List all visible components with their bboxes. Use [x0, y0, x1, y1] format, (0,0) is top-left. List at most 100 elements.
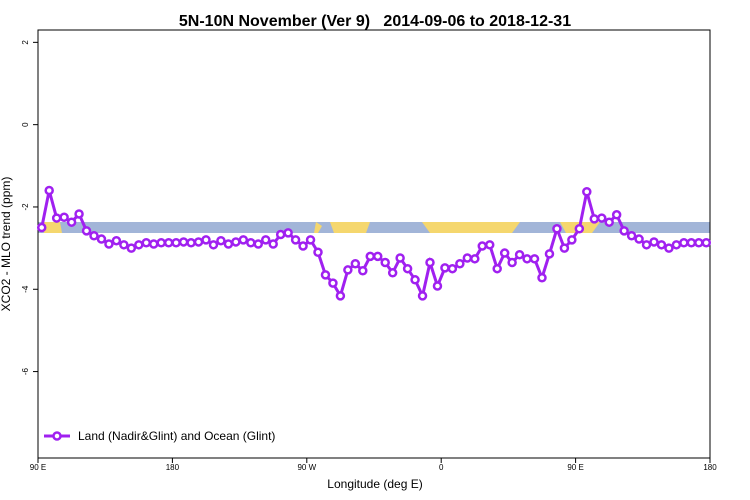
x-tick-label: 90 E: [567, 463, 583, 472]
data-point: [246, 238, 256, 248]
data-point: [387, 268, 398, 278]
data-point: [574, 224, 585, 234]
data-point: [604, 217, 614, 227]
data-point: [283, 228, 293, 238]
ocean-band: [38, 222, 710, 233]
data-point: [611, 210, 622, 220]
data-point: [529, 254, 540, 264]
data-point: [275, 229, 286, 240]
data-point: [208, 240, 219, 250]
y-tick-label: -6: [21, 367, 30, 375]
data-point: [440, 263, 450, 273]
data-point: [544, 249, 555, 259]
data-point: [701, 238, 712, 248]
data-point: [74, 209, 84, 219]
data-point: [522, 254, 532, 264]
data-point: [477, 241, 488, 251]
data-point: [119, 240, 129, 250]
data-point: [238, 235, 249, 245]
data-point: [484, 240, 495, 250]
x-tick-label: 90 E: [30, 463, 46, 472]
chart-title: 5N-10N November (Ver 9) 2014-09-06 to 20…: [179, 13, 571, 30]
legend-label: Land (Nadir&Glint) and Ocean (Glint): [78, 429, 275, 443]
data-point: [626, 231, 637, 241]
data-point: [447, 263, 458, 274]
data-point: [350, 259, 361, 269]
data-point: [559, 243, 570, 253]
data-point: [305, 235, 316, 245]
data-point: [89, 231, 99, 241]
data-point: [492, 263, 502, 274]
data-point: [462, 253, 473, 263]
x-axis-label: Longitude (deg E): [327, 477, 422, 491]
data-point: [514, 249, 525, 260]
data-point: [111, 235, 122, 246]
data-point: [134, 240, 144, 250]
land: [42, 222, 62, 233]
x-tick-label: 0: [439, 463, 444, 472]
data-point: [365, 251, 376, 262]
data-point: [425, 257, 435, 268]
data-point: [141, 238, 152, 248]
data-point: [223, 239, 234, 249]
data-point: [66, 217, 77, 227]
data-point: [619, 226, 629, 236]
data-point: [582, 186, 592, 197]
data-point: [402, 263, 413, 274]
data-point: [178, 237, 189, 247]
data-point: [36, 222, 47, 233]
data-point: [410, 275, 420, 285]
data-point: [51, 213, 62, 223]
data-point: [358, 266, 368, 276]
data-point: [298, 241, 308, 251]
data-point: [96, 234, 107, 244]
data-point: [656, 240, 667, 250]
coastline-band: [38, 222, 710, 233]
data-point: [328, 278, 338, 288]
x-tick-label: 90 W: [297, 463, 316, 472]
data-point: [499, 248, 510, 258]
data-point: [148, 239, 159, 249]
data-point: [268, 239, 278, 249]
data-point: [320, 270, 331, 280]
data-point: [634, 234, 644, 244]
data-point: [470, 254, 480, 264]
data-point: [59, 212, 69, 222]
data-point: [104, 239, 114, 249]
data-point: [686, 238, 697, 248]
y-tick-label: -4: [21, 285, 30, 293]
land: [422, 222, 520, 233]
data-point: [552, 224, 562, 234]
data-point: [335, 291, 346, 301]
data-point: [417, 291, 428, 301]
data-point: [455, 259, 465, 269]
data-point: [380, 257, 390, 268]
data-point: [231, 237, 241, 247]
data-point: [313, 247, 323, 257]
data-point: [649, 237, 659, 247]
data-point: [171, 238, 181, 248]
data-point: [395, 253, 405, 263]
data-point: [671, 240, 682, 250]
legend-marker: [52, 431, 62, 441]
y-tick-label: 0: [21, 122, 30, 127]
y-axis-label: XCO2 - MLO trend (ppm): [0, 177, 13, 312]
land: [330, 222, 370, 233]
data-point: [156, 238, 166, 248]
land: [314, 222, 322, 233]
data-point: [596, 213, 607, 223]
data-point: [567, 235, 577, 245]
data-point: [290, 235, 301, 245]
data-point: [193, 237, 204, 247]
data-point: [343, 265, 353, 275]
data-point: [679, 238, 689, 248]
data-point: [260, 235, 271, 245]
data-point: [507, 257, 517, 268]
y-tick-label: 2: [21, 40, 30, 45]
x-tick-label: 180: [703, 463, 717, 472]
x-tick-label: 180: [166, 463, 180, 472]
data-point: [44, 185, 54, 196]
y-tick-label: -2: [21, 203, 30, 211]
data-point: [81, 226, 92, 236]
